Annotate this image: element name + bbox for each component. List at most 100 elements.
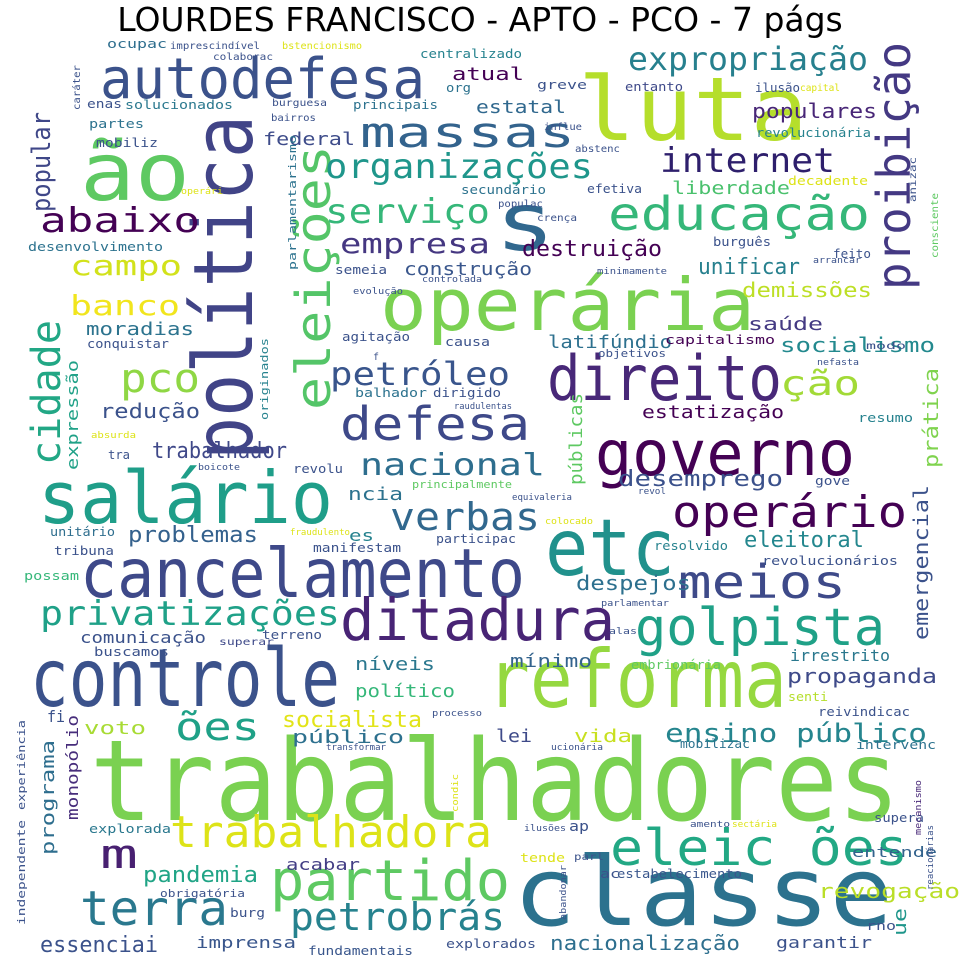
cloud-word: tende — [520, 851, 565, 865]
cloud-word: possam — [24, 569, 79, 583]
cloud-word: golpista — [635, 598, 885, 658]
cloud-word: demissões — [742, 278, 872, 302]
cloud-word: ncia — [348, 484, 403, 505]
cloud-word: rno — [866, 919, 896, 933]
cloud-word: revol — [638, 487, 666, 497]
cloud-word: s — [495, 176, 555, 269]
cloud-word: emergencial — [909, 485, 933, 640]
cloud-word: entende — [852, 845, 937, 861]
cloud-word: públicas — [566, 393, 587, 485]
cloud-word: eleições — [286, 145, 342, 410]
cloud-word: participac — [436, 532, 516, 546]
cloud-word: luta — [578, 58, 808, 161]
cloud-word: obrigatória — [160, 887, 245, 900]
cloud-word: processo — [432, 709, 482, 719]
cloud-word: crença — [537, 213, 577, 224]
cloud-word: educação — [608, 187, 870, 241]
cloud-word: raudulentas — [454, 402, 512, 412]
cloud-word: latifúndio — [548, 332, 672, 353]
cloud-word: revolucionária — [756, 126, 871, 140]
cloud-word: terra — [80, 881, 228, 937]
cloud-word: centralizado — [420, 47, 522, 61]
cloud-word: f — [373, 352, 379, 363]
cloud-word: explorada — [89, 822, 171, 836]
cloud-word: popular — [27, 112, 57, 212]
cloud-word: reforma — [487, 633, 787, 726]
cloud-word: mobilizac — [680, 737, 750, 751]
cloud-word: abandonar — [559, 864, 569, 920]
cloud-word: es — [349, 526, 374, 545]
cloud-word: níveis — [355, 654, 435, 675]
cloud-word: bairros — [271, 113, 316, 124]
cloud-word: empresa — [340, 227, 490, 260]
cloud-word: imprescindível — [170, 40, 260, 52]
cloud-word: reacionárias — [926, 825, 936, 890]
cloud-word: resolvido — [654, 539, 728, 553]
cloud-word: etc — [545, 504, 675, 594]
cloud-word: mecanismo — [914, 780, 924, 835]
cloud-word: ue — [890, 908, 911, 936]
cloud-word: estatização — [642, 402, 784, 423]
cloud-word: ção — [780, 364, 860, 404]
cloud-word: vida — [574, 726, 632, 747]
cloud-word: liberdade — [672, 178, 790, 199]
cloud-word: moradias — [86, 319, 194, 340]
cloud-word: evolução — [353, 287, 403, 297]
cloud-word: ap — [569, 819, 589, 835]
cloud-word: direito — [547, 342, 782, 415]
cloud-word: principalmente — [412, 478, 512, 491]
cloud-word: agitação — [342, 330, 410, 344]
cloud-word: parl — [574, 852, 604, 863]
cloud-word: cidade — [24, 320, 70, 465]
cloud-word: senti — [788, 690, 828, 704]
cloud-word: entanto — [625, 80, 683, 94]
cloud-word: tribuna — [54, 544, 114, 558]
cloud-word: mobiliz — [96, 136, 158, 150]
cloud-word: transformar — [326, 743, 387, 753]
cloud-word: efetiva — [587, 182, 642, 196]
cloud-word: acabar — [286, 855, 360, 874]
cloud-word: destruição — [522, 237, 662, 262]
cloud-word: influe — [544, 122, 582, 133]
cloud-word: despejos — [576, 571, 691, 595]
cloud-word: estatal — [476, 97, 566, 118]
cloud-word: desenvolvimento — [28, 240, 163, 254]
cloud-word: nefasta — [817, 358, 859, 368]
cloud-word: minimamente — [597, 267, 667, 277]
cloud-word: salário — [38, 456, 333, 540]
page-title: LOURDES FRANCISCO - APTO - PCO - 7 págs — [117, 0, 843, 39]
cloud-word: trabalhadora — [170, 807, 492, 858]
cloud-word: condic — [451, 774, 461, 812]
cloud-word: ocupac — [107, 37, 167, 51]
cloud-word: bstencionismo — [282, 41, 362, 52]
cloud-word: partido — [270, 849, 510, 914]
cloud-word: equivaleria — [512, 493, 572, 503]
cloud-word: arrancar — [813, 256, 862, 266]
cloud-word: irrestrito — [790, 646, 890, 665]
cloud-word: supera — [874, 811, 924, 825]
cloud-word: banco — [70, 289, 180, 322]
cloud-word: problemas — [128, 523, 258, 548]
cloud-word: boicote — [198, 463, 240, 473]
cloud-word: balhador — [355, 386, 427, 400]
cloud-word: superar — [219, 637, 274, 648]
cloud-word: org — [446, 81, 471, 95]
cloud-word: construção — [404, 259, 532, 280]
cloud-word: autodefesa — [100, 47, 425, 112]
cloud-word: populac — [498, 199, 543, 210]
cloud-word: revolu — [293, 462, 343, 476]
cloud-word: resumo — [858, 411, 913, 425]
cloud-word: desemprego — [618, 467, 783, 492]
cloud-word: conquistar — [87, 337, 169, 351]
cloud-word: terreno — [262, 628, 322, 642]
cloud-word: ucionária — [551, 743, 603, 753]
cloud-word: unitário — [50, 525, 115, 539]
cloud-word: ac — [600, 867, 620, 881]
cloud-word: tra — [108, 448, 130, 462]
cloud-word: nacionalização — [550, 931, 740, 955]
cloud-word: enas — [87, 97, 122, 111]
cloud-word: greve — [537, 78, 587, 92]
cloud-word: originados — [258, 338, 271, 420]
cloud-word: serviço — [325, 192, 490, 232]
cloud-word: independente — [15, 820, 28, 925]
